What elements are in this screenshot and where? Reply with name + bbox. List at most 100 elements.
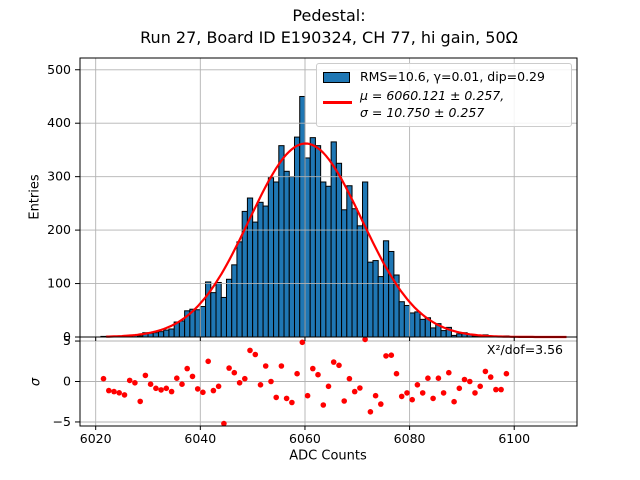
residual-dot (273, 394, 280, 401)
residual-dot (262, 363, 269, 369)
tick-label: 400 (47, 115, 71, 130)
residual-dot (325, 383, 332, 390)
residual-dot (419, 390, 426, 396)
chart-title-line2: Run 27, Board ID E190324, CH 77, hi gain… (140, 28, 518, 47)
histogram-bar (220, 296, 227, 338)
residual-dot (153, 385, 159, 392)
histogram-bar (351, 208, 358, 338)
residual-dot (393, 370, 400, 377)
histogram-bar (157, 331, 165, 338)
tick-label: 200 (47, 222, 71, 237)
histogram-bar (403, 304, 411, 338)
histogram-bar (372, 260, 379, 338)
residual-dot (461, 376, 468, 383)
histogram-bar (377, 276, 384, 338)
residual-dot (430, 395, 436, 402)
residual-dot (242, 375, 248, 382)
residual-dot (294, 370, 300, 377)
residual-dot (111, 388, 117, 395)
residual-dot (210, 387, 217, 394)
residual-dot (503, 370, 510, 377)
tick-label: 6020 (80, 431, 112, 446)
tick-label: 0 (63, 329, 71, 344)
histogram-bar (409, 312, 416, 338)
legend-fit-line-sample (323, 101, 352, 104)
histogram-bar (152, 332, 159, 338)
histogram-bar (231, 264, 238, 338)
residual-dot (456, 385, 463, 392)
tick-label: 5 (63, 333, 71, 348)
residual-dot (268, 378, 274, 385)
residual-dot (221, 420, 227, 427)
chart-title: Pedestal: Run 27, Board ID E190324, CH 7… (9, 5, 640, 49)
residual-dot (226, 365, 232, 371)
residual-dot (179, 381, 185, 388)
residual-dot (100, 375, 107, 382)
histogram-bar (440, 330, 447, 338)
residual-dot (158, 387, 164, 393)
histogram-bar (398, 301, 405, 338)
residual-dot (174, 375, 180, 382)
residual-dot (378, 401, 384, 407)
histogram-bar (215, 281, 222, 338)
tick-label: 500 (47, 62, 71, 77)
histogram-bar (299, 95, 306, 338)
histogram-bar (273, 181, 280, 338)
residual-dot (132, 380, 138, 386)
residual-dot (289, 399, 295, 406)
histogram-bar (325, 185, 332, 338)
x-axis-label: ADC Counts (289, 448, 367, 464)
histogram-bar (262, 205, 269, 338)
histogram-bar (320, 181, 327, 338)
legend-hist-label: RMS=10.6, γ=0.01, dip=0.29 (360, 69, 545, 84)
legend: RMS=10.6, γ=0.01, dip=0.29 μ = 6060.121 … (316, 63, 572, 127)
histogram-bar (419, 318, 426, 338)
residual-dot (477, 383, 484, 390)
residual-dot (404, 390, 410, 396)
residual-dot (200, 389, 206, 396)
histogram-bar (225, 278, 233, 338)
residual-dot (252, 351, 259, 358)
residual-dot (425, 375, 431, 382)
residual-dot (257, 382, 264, 388)
residual-dot (367, 409, 374, 415)
residual-dot (236, 380, 243, 386)
residual-dot (398, 393, 405, 400)
residual-dot (283, 395, 290, 402)
residual-dot (147, 381, 154, 388)
residual-dot (482, 368, 489, 375)
tick-label: 0 (63, 374, 71, 389)
residual-dot (341, 398, 348, 404)
histogram-bar (199, 306, 207, 338)
residual-dots (100, 336, 510, 427)
residual-dot (372, 392, 379, 399)
residual-dot (310, 365, 316, 372)
legend-fit-label: μ = 6060.121 ± 0.257, σ = 10.750 ± 0.257 (360, 84, 504, 121)
histogram-bar (414, 311, 421, 338)
residual-dot (346, 375, 353, 382)
histogram-bar (293, 136, 301, 338)
histogram-bar (178, 320, 186, 338)
histogram-bar (356, 225, 363, 338)
legend-fit-label-line1: μ = 6060.121 ± 0.257, (360, 88, 505, 103)
histogram-bar (362, 181, 369, 338)
histogram-bar (430, 327, 437, 338)
histogram-bar (335, 162, 343, 338)
y-axis-label-entries: Entries (27, 174, 43, 220)
histogram-bar (341, 209, 348, 338)
histogram-bar (257, 201, 264, 338)
histogram-bar (309, 137, 316, 338)
tick-label: 6060 (289, 431, 321, 446)
histogram-bar (236, 241, 243, 338)
histogram-bar (168, 328, 175, 338)
residual-dot (304, 392, 311, 399)
histogram-bar (314, 145, 322, 338)
residual-dot (383, 353, 389, 359)
chi2-annotation: X²/dof=3.56 (486, 342, 563, 357)
residual-dot (168, 388, 175, 395)
residual-dot (231, 369, 238, 376)
legend-hist-swatch (323, 72, 350, 83)
residual-dot (278, 363, 285, 369)
residual-dot (493, 386, 499, 393)
